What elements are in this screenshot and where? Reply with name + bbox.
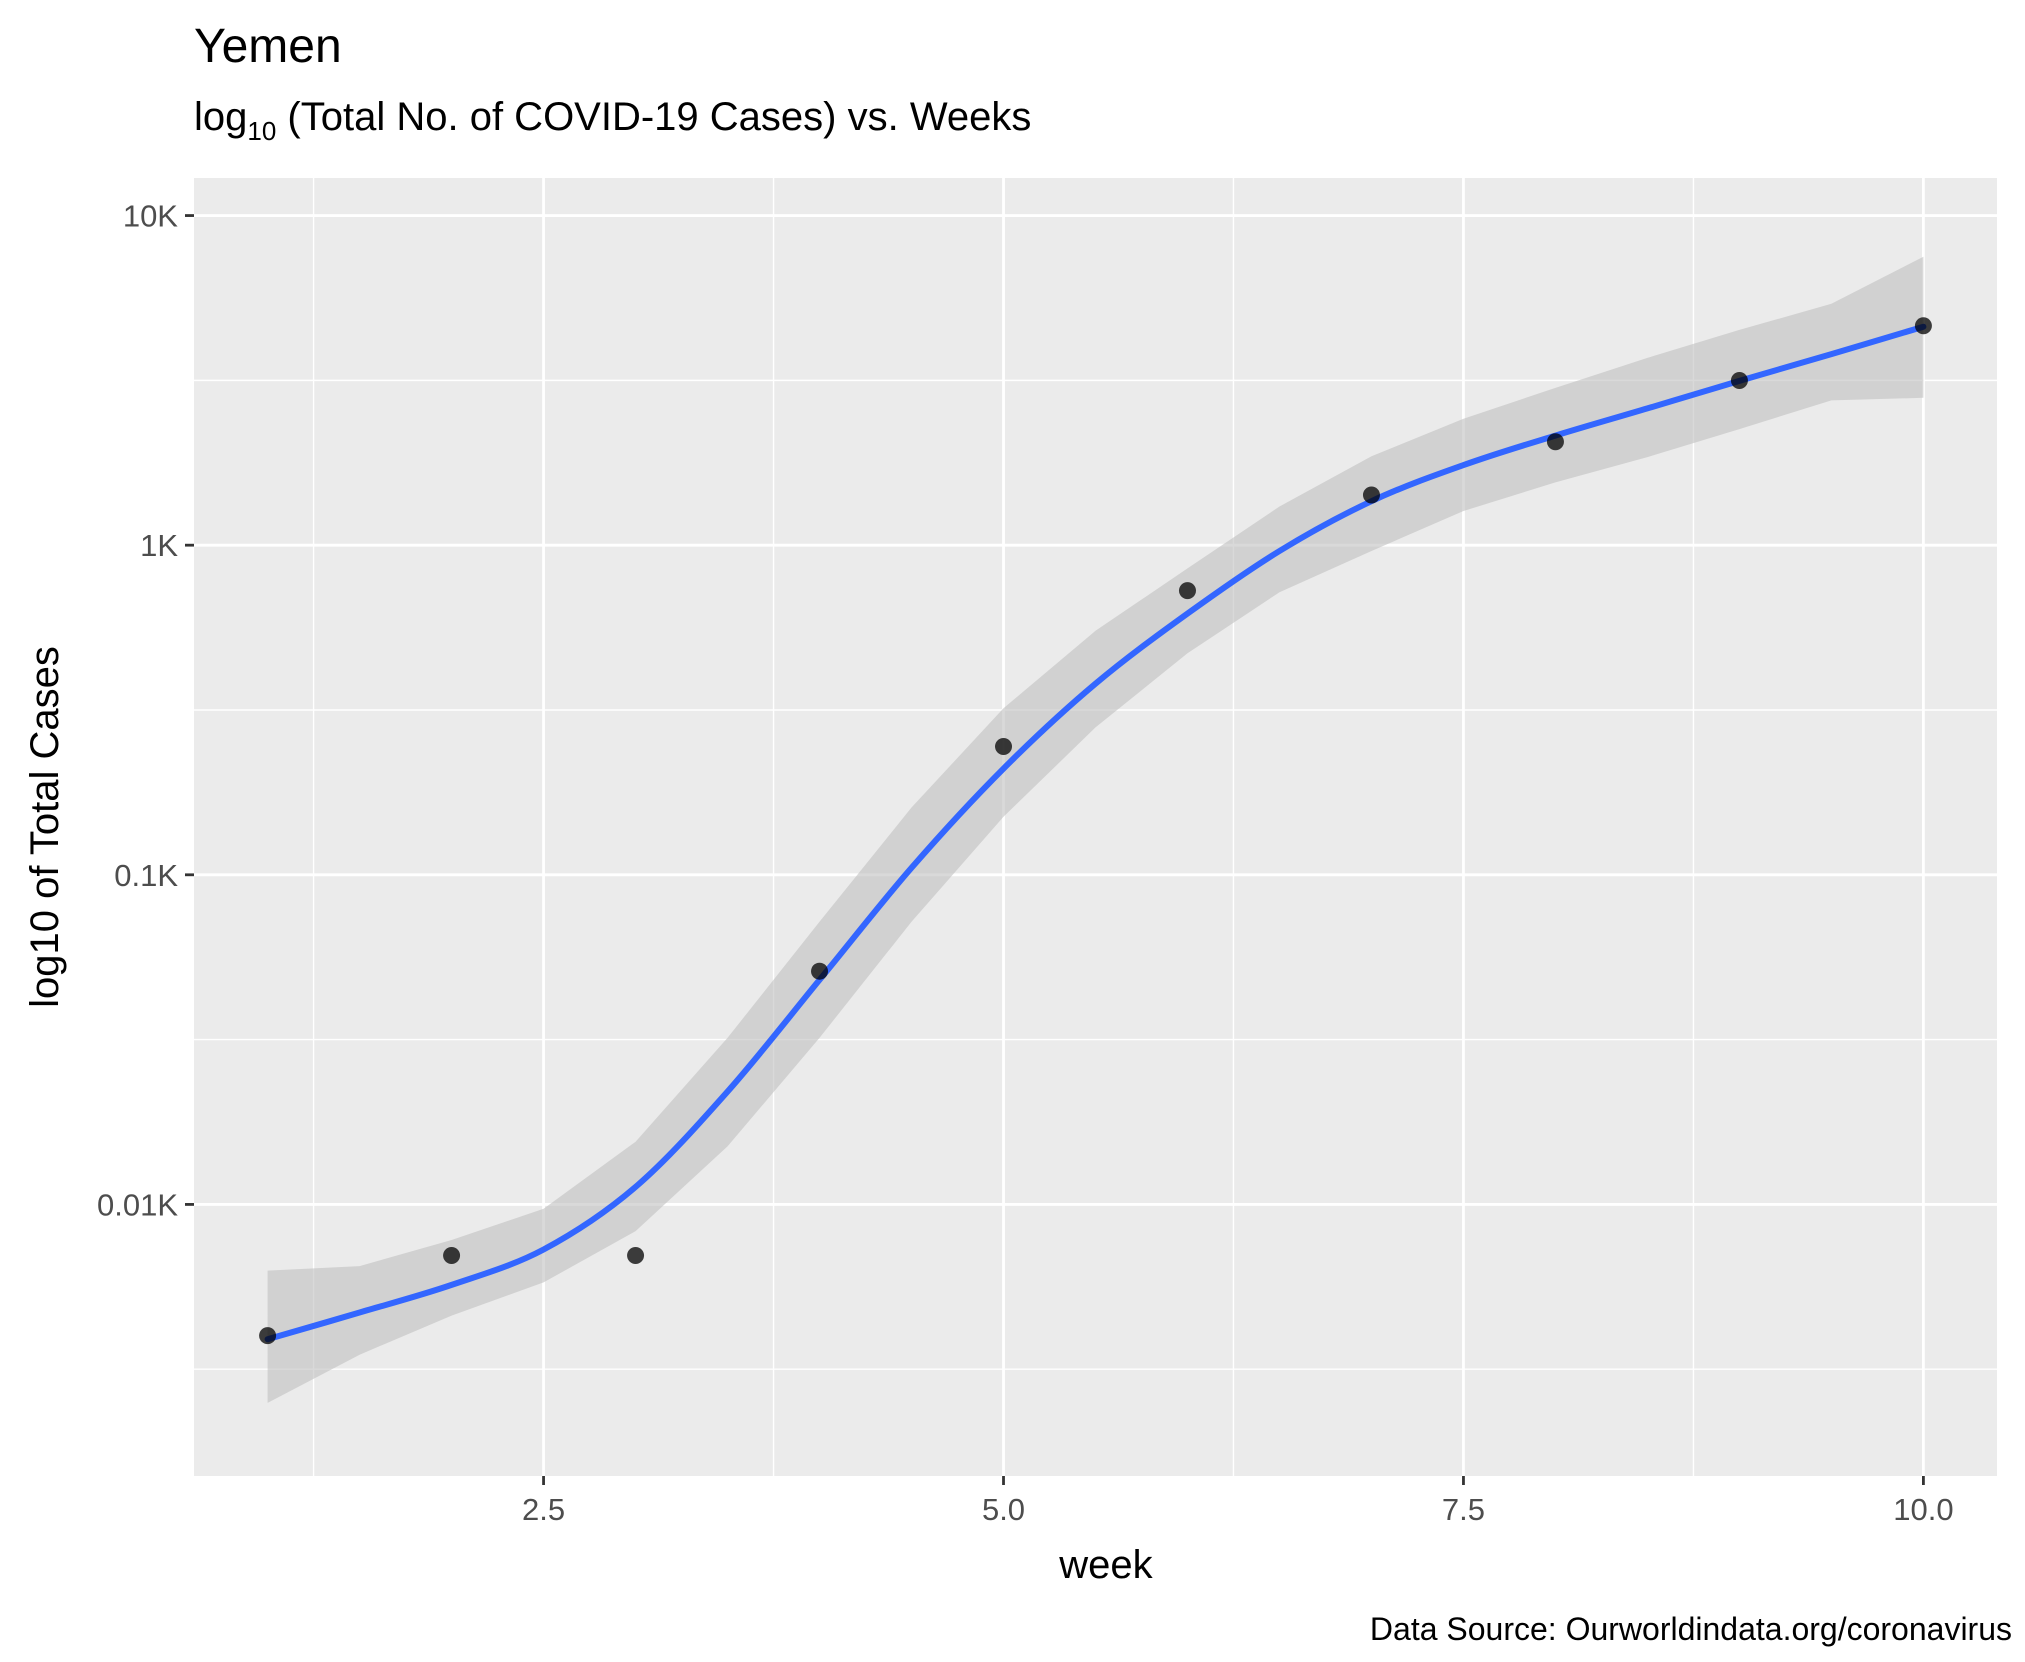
x-tick-label: 5.0: [982, 1492, 1025, 1527]
confidence-ribbon: [267, 256, 1924, 1403]
data-point: [1914, 317, 1932, 335]
grid-major: [194, 178, 1997, 1476]
data-point: [1546, 433, 1564, 451]
subtitle-rest: (Total No. of COVID-19 Cases) vs. Weeks: [276, 95, 1031, 139]
x-axis-title: week: [1058, 1543, 1153, 1587]
data-point: [1362, 486, 1380, 504]
data-point: [1178, 582, 1196, 600]
data-points: [259, 317, 1932, 1345]
y-tick-label: 0.01K: [97, 1187, 178, 1222]
y-tick-label: 0.1K: [114, 858, 178, 893]
data-source-caption: Data Source: Ourworldindata.org/coronavi…: [1370, 1611, 2012, 1647]
x-tick-label: 7.5: [1442, 1492, 1485, 1527]
data-point: [995, 738, 1013, 756]
chart-title: Yemen: [194, 20, 342, 73]
smooth-trend-line: [264, 323, 1927, 1343]
data-point: [259, 1327, 277, 1345]
data-point: [443, 1246, 461, 1264]
data-point: [1730, 371, 1748, 389]
chart-subtitle: log10 (Total No. of COVID-19 Cases) vs. …: [194, 95, 1031, 146]
subtitle-subscript: 10: [247, 116, 276, 146]
data-point: [811, 962, 829, 980]
x-tick-label: 10.0: [1893, 1492, 1953, 1527]
subtitle-prefix: log: [194, 95, 247, 139]
y-tick-label: 10K: [123, 199, 178, 234]
y-axis: 0.01K 0.1K 1K 10K: [97, 199, 194, 1222]
x-axis: 2.5 5.0 7.5 10.0: [522, 1476, 1954, 1527]
x-tick-label: 2.5: [522, 1492, 565, 1527]
y-axis-title: log10 of Total Cases: [23, 646, 67, 1008]
data-point: [627, 1246, 645, 1264]
y-tick-label: 1K: [140, 528, 178, 563]
